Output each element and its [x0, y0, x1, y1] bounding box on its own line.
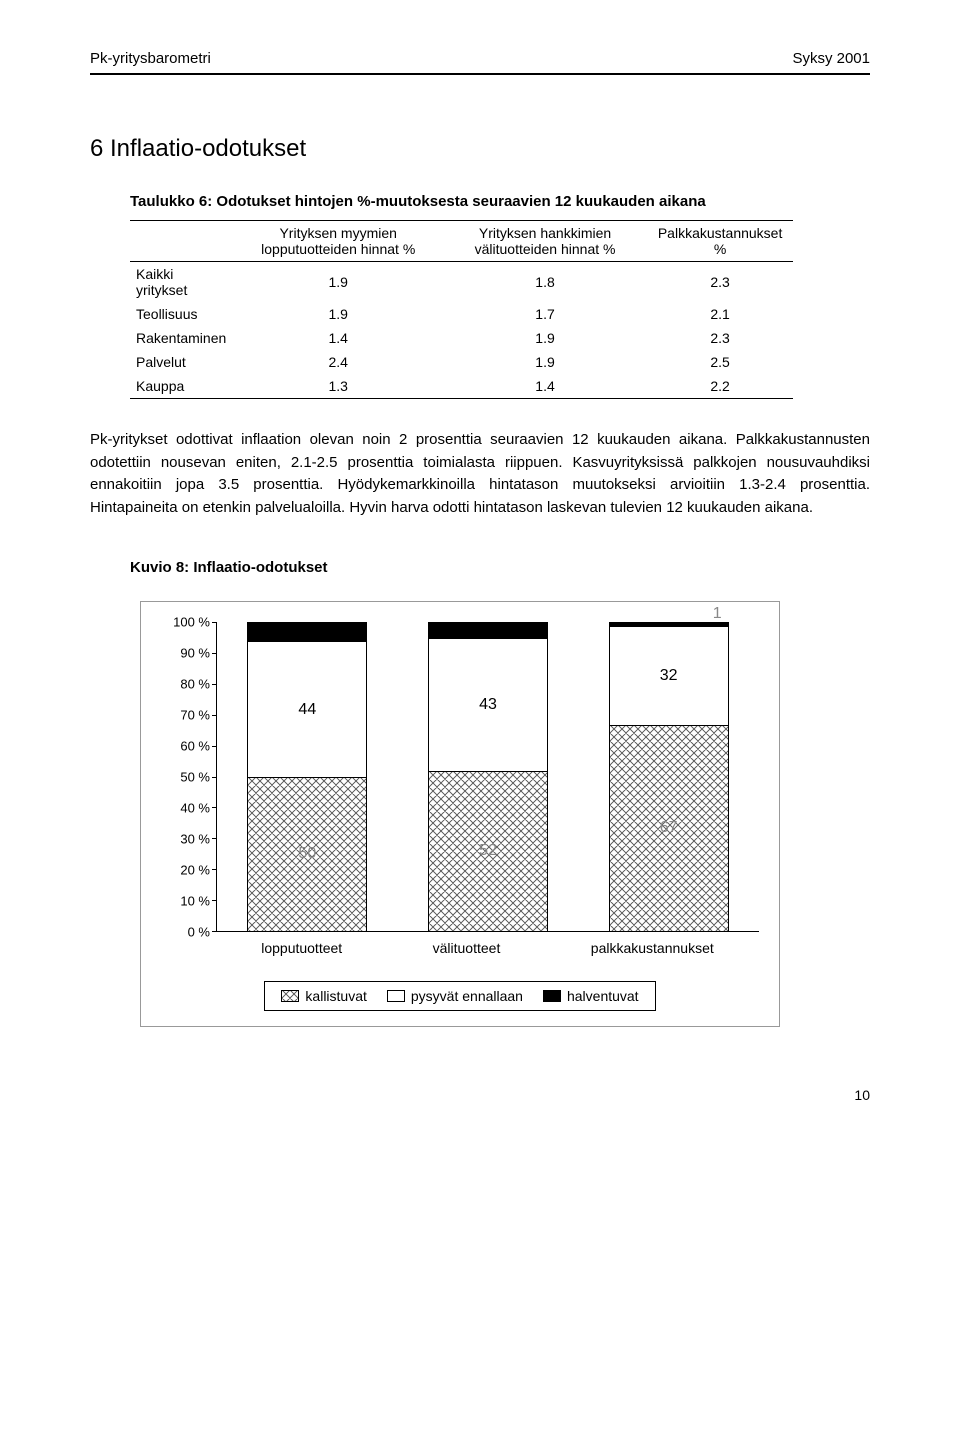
table-caption: Taulukko 6: Odotukset hintojen %-muutoks…: [90, 193, 870, 210]
table-row: Kaikki yritykset 1.9 1.8 2.3: [130, 262, 793, 303]
y-label: 100 %: [173, 615, 210, 630]
y-label: 90 %: [180, 646, 210, 661]
bar: 43 52: [428, 622, 548, 931]
legend-item-halventuvat: halventuvat: [543, 988, 639, 1004]
segment-value: 67: [660, 819, 678, 837]
plot-area: 4450435213267: [216, 622, 759, 932]
segment-kallistuvat: 52: [429, 771, 547, 931]
page-number: 10: [90, 1087, 870, 1103]
bars-group: 4450435213267: [217, 622, 759, 931]
segment-kallistuvat: 50: [248, 777, 366, 931]
segment-value: 32: [660, 667, 678, 685]
chart-legend: kallistuvat pysyvät ennallaan halventuva…: [264, 981, 655, 1011]
x-label: lopputuotteet: [261, 940, 342, 956]
header-left: Pk-yritysbarometri: [90, 50, 211, 67]
bar: 44 50: [247, 622, 367, 931]
table-body: Kaikki yritykset 1.9 1.8 2.3 Teollisuus …: [130, 262, 793, 399]
page-container: Pk-yritysbarometri Syksy 2001 6 Inflaati…: [0, 0, 960, 1163]
bar: 13267: [609, 622, 729, 931]
y-label: 30 %: [180, 832, 210, 847]
chart-area: 100 % 90 % 80 % 70 % 60 % 50 % 40 % 30 %…: [161, 622, 759, 932]
segment-halventuvat: [429, 623, 547, 638]
header-right: Syksy 2001: [792, 50, 870, 67]
x-label: välituotteet: [433, 940, 501, 956]
section-heading: 6 Inflaatio-odotukset: [90, 135, 870, 163]
segment-value: 52: [479, 842, 497, 860]
x-label: palkkakustannukset: [591, 940, 714, 956]
page-header: Pk-yritysbarometri Syksy 2001: [90, 50, 870, 75]
segment-value: 1: [713, 605, 722, 623]
x-axis-labels: lopputuotteet välituotteet palkkakustann…: [216, 940, 759, 956]
table-row: Palvelut 2.4 1.9 2.5: [130, 350, 793, 374]
segment-value: 43: [479, 696, 497, 714]
black-swatch-icon: [543, 990, 561, 1002]
y-label: 80 %: [180, 677, 210, 692]
legend-item-kallistuvat: kallistuvat: [281, 988, 366, 1004]
y-label: 0 %: [188, 925, 210, 940]
th-empty: [130, 221, 234, 262]
y-label: 40 %: [180, 801, 210, 816]
segment-halventuvat: [248, 623, 366, 641]
th-col2: Yrityksen hankkimien välituotteiden hinn…: [443, 221, 647, 262]
legend-item-ennallaan: pysyvät ennallaan: [387, 988, 523, 1004]
segment-ennallaan: 43: [429, 638, 547, 770]
segment-ennallaan: 32: [610, 626, 728, 725]
th-col1: Yrityksen myymien lopputuotteiden hinnat…: [234, 221, 443, 262]
chart-container: 100 % 90 % 80 % 70 % 60 % 50 % 40 % 30 %…: [140, 601, 780, 1027]
segment-ennallaan: 44: [248, 641, 366, 777]
y-label: 10 %: [180, 894, 210, 909]
table-row: Rakentaminen 1.4 1.9 2.3: [130, 326, 793, 350]
table-row: Kauppa 1.3 1.4 2.2: [130, 374, 793, 399]
crosshatch-swatch-icon: [281, 990, 299, 1002]
chart-caption: Kuvio 8: Inflaatio-odotukset: [130, 559, 870, 576]
y-axis: 100 % 90 % 80 % 70 % 60 % 50 % 40 % 30 %…: [161, 622, 216, 932]
th-col3: Palkkakustannukset %: [647, 221, 793, 262]
table-row: Teollisuus 1.9 1.7 2.1: [130, 302, 793, 326]
y-label: 70 %: [180, 708, 210, 723]
white-swatch-icon: [387, 990, 405, 1002]
segment-value: 44: [298, 701, 316, 719]
inflation-table: Yrityksen myymien lopputuotteiden hinnat…: [130, 220, 793, 399]
y-label: 50 %: [180, 770, 210, 785]
y-label: 60 %: [180, 739, 210, 754]
segment-kallistuvat: 67: [610, 725, 728, 931]
segment-value: 50: [298, 845, 316, 863]
body-paragraph: Pk-yritykset odottivat inflaation olevan…: [90, 429, 870, 519]
y-label: 20 %: [180, 863, 210, 878]
